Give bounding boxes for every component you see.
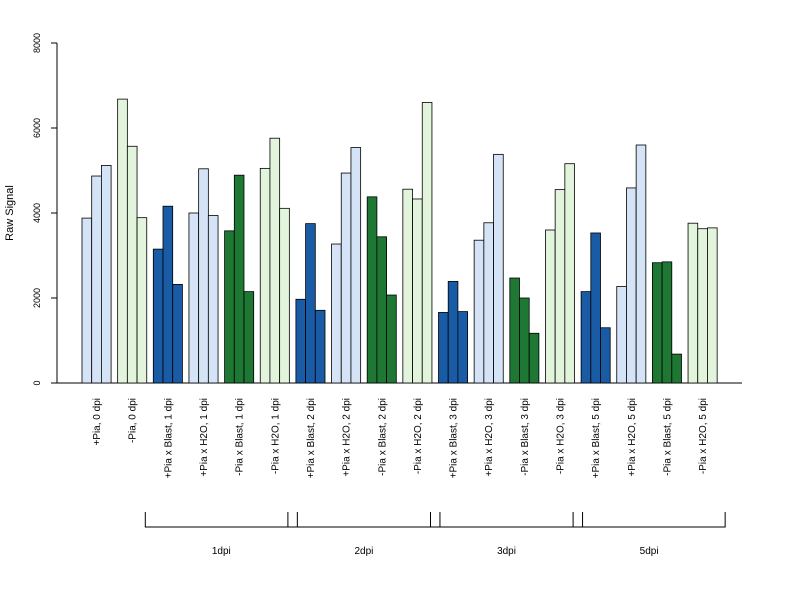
bar bbox=[473, 239, 485, 384]
x-tick-label: -Pia x Blast, 2 dpi bbox=[377, 398, 388, 476]
y-axis: 0 2000 4000 6000 8000 bbox=[32, 33, 58, 386]
group-label: 1dpi bbox=[212, 546, 231, 557]
bar bbox=[687, 222, 699, 384]
bar bbox=[331, 243, 342, 384]
x-tick-label: -Pia x H2O, 1 dpi bbox=[270, 398, 281, 474]
bar bbox=[152, 248, 164, 384]
bar bbox=[198, 168, 209, 384]
bar bbox=[305, 223, 316, 384]
x-tick-label: -Pia x Blast, 1 dpi bbox=[235, 398, 246, 476]
x-tick-label: -Pia, 0 dpi bbox=[128, 398, 139, 443]
bar bbox=[224, 230, 235, 384]
x-tick-label: +Pia x Blast, 5 dpi bbox=[591, 398, 602, 478]
bars bbox=[81, 98, 718, 384]
bar bbox=[172, 283, 183, 384]
bar bbox=[269, 137, 281, 384]
group-label: 5dpi bbox=[640, 546, 659, 557]
bar bbox=[438, 312, 449, 384]
x-tick-label: +Pia x H2O, 3 dpi bbox=[484, 398, 495, 477]
bar bbox=[279, 207, 290, 384]
x-tick-label: +Pia x Blast, 3 dpi bbox=[449, 398, 460, 478]
bar bbox=[447, 281, 459, 384]
bar bbox=[402, 188, 413, 384]
bar bbox=[136, 217, 148, 384]
x-tick-label: +Pia, 0 dpi bbox=[92, 398, 103, 446]
x-tick-label: +Pia x Blast, 1 dpi bbox=[163, 398, 174, 478]
bar bbox=[243, 291, 255, 384]
bar bbox=[483, 222, 494, 384]
group-label: 3dpi bbox=[497, 546, 516, 557]
bar bbox=[162, 205, 174, 384]
bar bbox=[564, 163, 575, 384]
group-bracket bbox=[430, 512, 584, 528]
group-brackets: 1dpi 2dpi 3dpi 5dpi bbox=[144, 512, 726, 557]
bar bbox=[707, 227, 718, 384]
y-tick-label: 0 bbox=[32, 380, 42, 385]
bar bbox=[126, 145, 138, 384]
bar bbox=[509, 277, 520, 384]
x-tick-label: +Pia x Blast, 2 dpi bbox=[306, 398, 317, 478]
bar bbox=[188, 212, 200, 384]
bar bbox=[635, 144, 647, 384]
x-tick-labels: +Pia, 0 dpi -Pia, 0 dpi +Pia x Blast, 1 dp… bbox=[92, 398, 709, 478]
x-tick-label: -Pia x H2O, 5 dpi bbox=[698, 398, 709, 474]
bar bbox=[590, 232, 601, 384]
bar bbox=[117, 98, 128, 384]
bar bbox=[457, 311, 468, 384]
bar bbox=[671, 353, 682, 384]
bar bbox=[314, 309, 326, 384]
y-tick-label: 4000 bbox=[32, 203, 42, 223]
y-tick-label: 2000 bbox=[32, 288, 42, 308]
bar bbox=[697, 228, 708, 384]
bar bbox=[661, 261, 673, 384]
y-tick-label: 6000 bbox=[32, 118, 42, 138]
bar bbox=[545, 229, 556, 384]
bar bbox=[421, 102, 433, 384]
group-bracket bbox=[144, 512, 298, 528]
bar bbox=[616, 286, 627, 384]
bar bbox=[350, 147, 362, 384]
group-bracket bbox=[287, 512, 441, 528]
y-tick-label: 8000 bbox=[32, 33, 42, 53]
bar bbox=[386, 294, 397, 384]
bar bbox=[528, 332, 540, 384]
x-tick-label: -Pia x H2O, 2 dpi bbox=[413, 398, 424, 474]
x-tick-label: -Pia x Blast, 3 dpi bbox=[520, 398, 531, 476]
y-axis-label: Raw Signal bbox=[4, 185, 16, 241]
bar bbox=[600, 327, 611, 384]
bar bbox=[91, 175, 102, 384]
bar bbox=[493, 153, 504, 384]
bar bbox=[259, 167, 271, 384]
bar bbox=[295, 298, 306, 384]
bar bbox=[626, 187, 637, 384]
x-tick-label: -Pia x Blast, 5 dpi bbox=[662, 398, 673, 476]
x-tick-label: +Pia x H2O, 5 dpi bbox=[627, 398, 638, 477]
group-label: 2dpi bbox=[354, 546, 373, 557]
group-bracket bbox=[572, 512, 726, 528]
bar bbox=[652, 262, 663, 384]
bar bbox=[412, 198, 423, 384]
bar bbox=[233, 174, 245, 384]
bar bbox=[519, 297, 530, 384]
x-tick-label: -Pia x H2O, 3 dpi bbox=[556, 398, 567, 474]
bar bbox=[101, 164, 112, 384]
x-tick-label: +Pia x H2O, 1 dpi bbox=[199, 398, 210, 477]
x-tick-label: +Pia x H2O, 2 dpi bbox=[342, 398, 353, 477]
bar bbox=[554, 189, 566, 384]
bar bbox=[81, 217, 93, 384]
bar bbox=[366, 196, 378, 384]
bar bbox=[340, 172, 352, 384]
bar bbox=[207, 215, 219, 384]
bar bbox=[580, 291, 592, 384]
bar bbox=[376, 236, 387, 384]
